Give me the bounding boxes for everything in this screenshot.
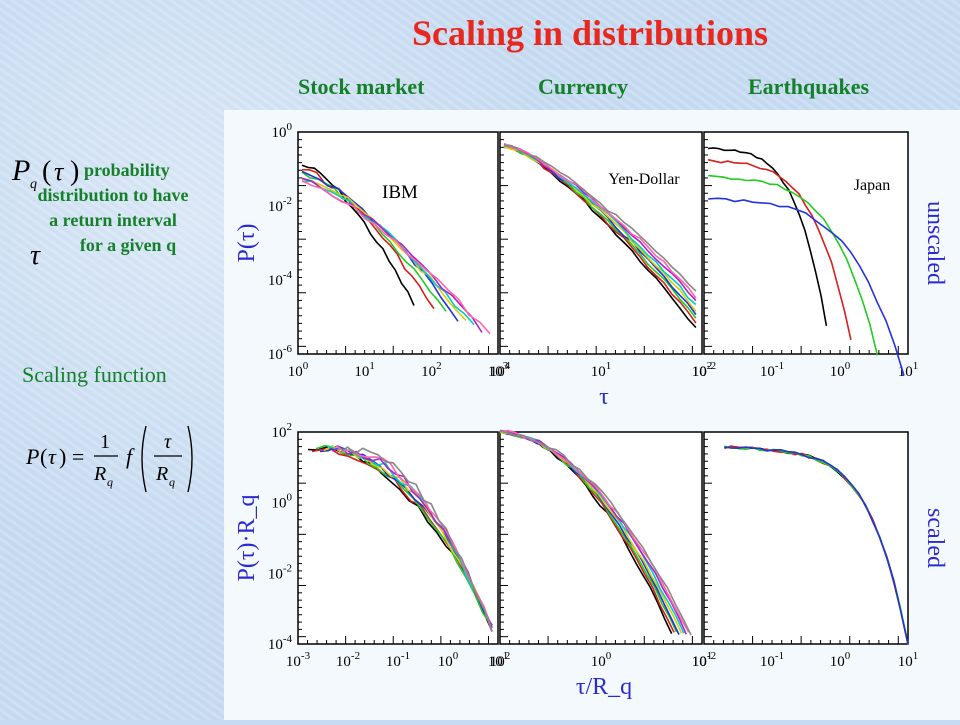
plot-frame — [499, 131, 703, 355]
yen-series-line — [503, 146, 697, 312]
yen-series-line — [503, 142, 697, 299]
svg-text:P: P — [11, 154, 30, 187]
svg-text:) =: ) = — [59, 444, 84, 469]
x-tick-label: 102 — [490, 650, 511, 670]
y-axis-label: P(τ)·R_q — [234, 495, 260, 582]
x-tick-label: 101 — [898, 650, 919, 670]
yen-series-line — [503, 145, 697, 306]
svg-text:P: P — [25, 444, 39, 469]
x-tick-label: 101 — [354, 360, 375, 380]
svg-text:(: ( — [40, 444, 47, 469]
japan-series-line — [708, 197, 905, 376]
tau-symbol: τ — [30, 240, 41, 270]
desc-line-4: for a given q — [79, 235, 177, 255]
y-tick-label: 100 — [272, 121, 293, 141]
y-tick-label: 100 — [272, 492, 293, 512]
x-tick-label: 102 — [692, 360, 713, 380]
x-tick-label: 102 — [421, 360, 442, 380]
svg-text:): ) — [70, 156, 79, 187]
x-tick-label: 101 — [692, 650, 713, 670]
japan-series-line — [708, 147, 828, 326]
column-stock-market: Stock market — [298, 74, 425, 99]
scaled-stock-line — [335, 445, 493, 632]
scaled-stock-line — [311, 447, 493, 627]
x-tick-label: 100 — [438, 650, 459, 670]
x-tick-label: 101 — [591, 360, 612, 380]
side-label: scaled — [922, 508, 948, 568]
svg-text:f: f — [126, 444, 135, 469]
ibm-series-line — [301, 164, 415, 306]
svg-text:q: q — [30, 177, 37, 192]
y-tick-label: 10-4 — [268, 633, 293, 653]
x-tick-label: 103 — [488, 360, 509, 380]
y-tick-label: 10-2 — [268, 195, 292, 215]
plot-frame — [297, 431, 499, 645]
svg-text:(: ( — [42, 156, 51, 187]
x-tick-label: 10-1 — [760, 360, 784, 380]
chart-panel: 100 101 102 103 IBM 104 101 102 Yen-Dollar 10-2 10… — [224, 110, 960, 720]
scaling-function-label: Scaling function — [22, 362, 167, 387]
japan-series-line — [708, 174, 879, 356]
svg-text:q: q — [107, 475, 113, 489]
slide-title: Scaling in distributions — [411, 13, 769, 53]
ibm-series-line — [301, 179, 491, 335]
y-tick-label: 10-2 — [268, 562, 292, 582]
desc-line-2: distribution to have — [37, 185, 189, 205]
plot-frame — [703, 431, 909, 645]
svg-text:τ: τ — [30, 240, 41, 270]
x-tick-label: 100 — [830, 360, 851, 380]
x-tick-label: 10-1 — [760, 650, 784, 670]
scaled-stock-line — [315, 444, 493, 626]
y-tick-label: 10-6 — [268, 343, 293, 363]
desc-line-1: probability — [84, 160, 170, 180]
scaled-stock-line — [339, 446, 493, 633]
x-tick-label: 104 — [490, 360, 511, 380]
subplot-annotation: IBM — [382, 182, 418, 203]
scaled-quake-line — [724, 446, 909, 645]
svg-text:τ: τ — [48, 444, 57, 469]
pq-description: probability distribution to have a retur… — [6, 158, 220, 258]
scaling-formula: P ( τ ) = 1 R q f τ R q — [25, 425, 193, 493]
yen-series-line — [503, 144, 697, 292]
x-tick-label: 10-1 — [386, 650, 410, 670]
y-tick-label: 10-4 — [268, 269, 293, 289]
svg-text:τ: τ — [164, 431, 172, 453]
y-tick-label: 102 — [272, 421, 293, 441]
x-tick-label: 100 — [288, 360, 309, 380]
svg-text:R: R — [93, 463, 106, 485]
x-tick-label: 10-2 — [692, 360, 716, 380]
x-tick-label: 100 — [591, 650, 612, 670]
subplot-annotation: Japan — [854, 177, 890, 194]
svg-text:1: 1 — [100, 431, 110, 453]
svg-text:q: q — [169, 475, 175, 489]
desc-line-3: a return interval — [49, 210, 177, 230]
x-axis-label: τ — [599, 384, 609, 410]
plot-frame — [499, 431, 703, 645]
x-tick-label: 100 — [830, 650, 851, 670]
x-tick-label: 10-2 — [336, 650, 360, 670]
scaled-currency-line — [499, 430, 692, 636]
y-axis-label: P(τ) — [234, 224, 260, 263]
side-label: unscaled — [922, 201, 948, 285]
plot-frame — [703, 131, 909, 355]
japan-series-line — [707, 158, 852, 340]
x-tick-label: 101 — [488, 650, 509, 670]
x-tick-label: 10-2 — [692, 650, 716, 670]
x-axis-label: τ/R_q — [576, 674, 632, 700]
svg-text:R: R — [155, 463, 168, 485]
column-currency: Currency — [538, 74, 629, 99]
svg-text:τ: τ — [54, 157, 65, 186]
subplot-annotation: Yen-Dollar — [608, 171, 680, 188]
column-earthquakes: Earthquakes — [748, 74, 870, 99]
pq-tau-formula: P q ( τ ) — [11, 154, 79, 192]
x-tick-label: 10-3 — [286, 650, 311, 670]
